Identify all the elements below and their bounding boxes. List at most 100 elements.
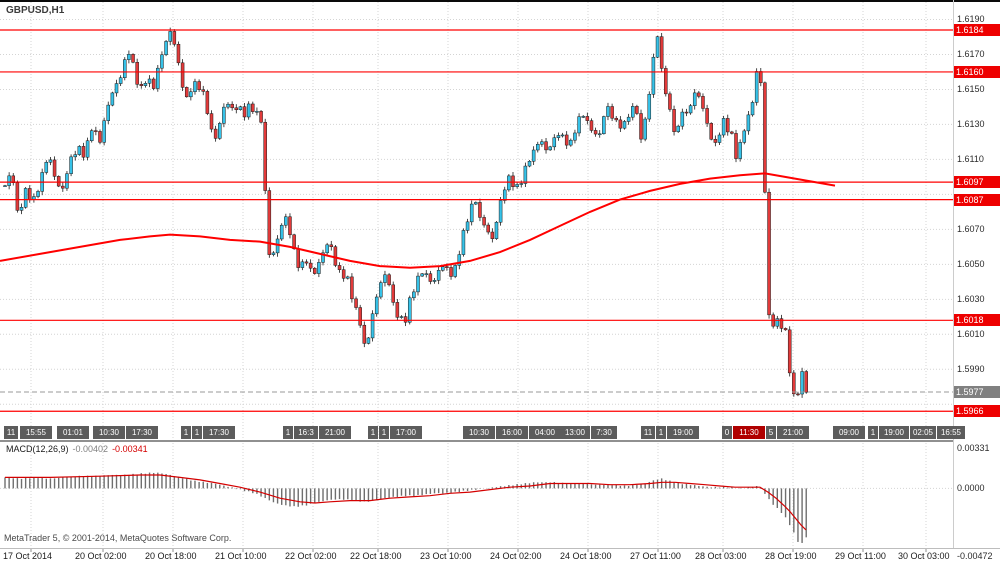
time-marker-box[interactable]: 0 <box>722 426 732 439</box>
candle-body <box>102 120 106 143</box>
time-axis-label[interactable]: 23 Oct 10:00 <box>420 551 472 561</box>
candle-body <box>779 318 784 329</box>
candle-body <box>498 200 503 223</box>
candle-body <box>445 266 449 269</box>
macd-signal-value: -0.00341 <box>112 444 148 454</box>
macd-axis-tick: -0.00472 <box>957 551 993 561</box>
copyright-text: MetaTrader 5, © 2001-2014, MetaQuotes So… <box>4 533 232 543</box>
candle-body <box>172 31 177 45</box>
candle-body <box>387 274 391 286</box>
time-marker-box[interactable]: 11 <box>641 426 655 439</box>
time-marker-box[interactable]: 1 <box>868 426 878 439</box>
candle-body <box>329 244 334 247</box>
time-marker-box[interactable]: 17:30 <box>126 426 158 439</box>
price-axis-tick: 1.5990 <box>957 363 985 374</box>
time-axis-label[interactable]: 20 Oct 18:00 <box>145 551 197 561</box>
candle-body <box>581 116 585 118</box>
time-marker-box[interactable]: 1 <box>379 426 389 439</box>
time-axis-label[interactable]: 30 Oct 03:00 <box>898 551 950 561</box>
candle-body <box>238 106 243 110</box>
candle-body <box>486 224 490 233</box>
time-marker-box[interactable]: 1 <box>181 426 191 439</box>
candle-body <box>746 114 751 132</box>
candle-body <box>308 262 313 269</box>
candle-body <box>569 139 573 146</box>
candle-body <box>783 328 788 331</box>
time-marker-box[interactable]: 17:00 <box>390 426 422 439</box>
candle-body <box>168 31 172 42</box>
time-axis-label[interactable]: 28 Oct 03:00 <box>695 551 747 561</box>
candle-body <box>69 156 73 174</box>
time-marker-box[interactable]: 1 <box>368 426 378 439</box>
time-axis-label[interactable]: 21 Oct 10:00 <box>215 551 267 561</box>
candle-body <box>143 83 148 86</box>
time-marker-box[interactable]: 1 <box>656 426 666 439</box>
candle-body <box>304 261 309 264</box>
candle-body <box>688 105 693 114</box>
time-marker-box[interactable]: 04:00 <box>529 426 561 439</box>
candle-body <box>560 134 565 137</box>
candle-body <box>110 92 115 106</box>
time-marker-box[interactable]: 13:00 <box>560 426 590 439</box>
price-line-label[interactable]: 1.6087 <box>954 193 1000 206</box>
time-marker-box[interactable]: 02:05 <box>910 426 936 439</box>
candle-body <box>201 89 205 92</box>
chart-indicator-separator[interactable] <box>0 440 953 443</box>
time-axis-label[interactable]: 27 Oct 11:00 <box>630 551 681 561</box>
time-marker-box[interactable]: 19:00 <box>667 426 699 439</box>
time-axis-label[interactable]: 20 Oct 02:00 <box>75 551 127 561</box>
candle-body <box>478 202 482 218</box>
candle-body <box>692 92 697 106</box>
price-line-label[interactable]: 1.5966 <box>954 405 1000 418</box>
candle-body <box>734 133 738 159</box>
candle-body <box>135 62 139 85</box>
candle-body <box>106 104 110 121</box>
time-marker-box[interactable]: 16:55 <box>937 426 965 439</box>
time-axis-label[interactable]: 24 Oct 18:00 <box>560 551 612 561</box>
candle-body <box>36 191 40 197</box>
macd-signal-line <box>5 474 807 531</box>
candle-body <box>742 130 747 143</box>
time-marker-box[interactable]: 1 <box>283 426 293 439</box>
price-line-label[interactable]: 1.6097 <box>954 176 1000 189</box>
time-marker-box[interactable]: 01:01 <box>57 426 89 439</box>
time-marker-box[interactable]: 16:3 <box>294 426 318 439</box>
candle-body <box>15 182 20 211</box>
candle-body <box>556 135 561 138</box>
candle-body <box>763 82 767 193</box>
price-axis-tick: 1.6190 <box>957 13 985 24</box>
time-marker-box[interactable]: 16:00 <box>496 426 528 439</box>
time-marker-box[interactable]: 17:30 <box>203 426 235 439</box>
time-axis-label[interactable]: 22 Oct 02:00 <box>285 551 337 561</box>
price-line-label[interactable]: 1.6184 <box>954 23 1000 36</box>
time-marker-box[interactable]: 21:00 <box>319 426 351 439</box>
time-marker-box[interactable]: 1 <box>192 426 202 439</box>
candle-body <box>197 81 201 91</box>
time-axis-label[interactable]: 17 Oct 2014 <box>3 551 53 561</box>
time-marker-box[interactable]: 10:30 <box>93 426 125 439</box>
time-marker-box[interactable]: 21:00 <box>777 426 809 439</box>
price-line-label[interactable]: 1.6160 <box>954 65 1000 78</box>
time-axis-label[interactable]: 22 Oct 18:00 <box>350 551 402 561</box>
candle-body <box>787 329 792 374</box>
time-axis-label[interactable]: 29 Oct 11:00 <box>835 551 886 561</box>
candle-body <box>796 393 800 396</box>
time-marker-box[interactable]: 10:30 <box>463 426 495 439</box>
time-marker-box[interactable]: 5 <box>766 426 776 439</box>
time-marker-box[interactable]: 15:55 <box>20 426 52 439</box>
candle-body <box>370 313 375 339</box>
candle-body <box>622 121 627 129</box>
time-marker-box[interactable]: 7:30 <box>591 426 617 439</box>
time-axis-label[interactable]: 24 Oct 02:00 <box>490 551 542 561</box>
candle-body <box>726 118 730 133</box>
candle-body <box>73 154 77 158</box>
price-line-label[interactable]: 1.6018 <box>954 314 1000 327</box>
time-marker-box[interactable]: 09:00 <box>833 426 865 439</box>
price-axis-tick: 1.6030 <box>957 293 985 304</box>
time-axis-label[interactable]: 28 Oct 19:00 <box>765 551 817 561</box>
time-marker-box[interactable]: 11 <box>4 426 18 439</box>
time-marker-box[interactable]: 19:00 <box>879 426 909 439</box>
time-marker-box[interactable]: 11:30 <box>733 426 765 439</box>
